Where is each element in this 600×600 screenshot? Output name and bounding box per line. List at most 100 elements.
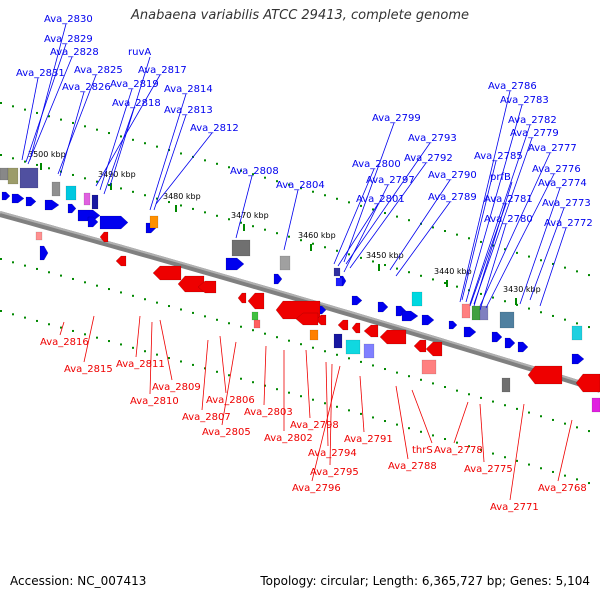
scale-dot-lower-far <box>228 374 230 377</box>
scale-dot-lower <box>564 422 566 425</box>
reverse-label-leader <box>263 345 267 406</box>
scale-dot-upper-far <box>108 132 110 135</box>
scale-dot-lower <box>108 288 110 291</box>
scale-dot-lower-far <box>216 370 218 373</box>
scale-dot-upper-far <box>540 259 542 262</box>
scale-dot-lower-far <box>240 377 242 380</box>
reverse-label-leader <box>557 419 573 482</box>
scale-dot-lower <box>492 400 494 403</box>
scale-dot-upper <box>564 318 566 321</box>
feature-block <box>253 319 261 329</box>
feature-block <box>411 291 423 307</box>
scale-label: 3430 kbp <box>503 285 541 294</box>
forward-gene-arrow <box>401 310 419 322</box>
forward-gene-label: ruvA <box>128 47 151 58</box>
accession-text: Accession: NC_007413 <box>10 574 147 588</box>
reverse-label-leader <box>201 339 209 411</box>
forward-label-leader <box>109 56 151 187</box>
scale-dot-lower-far <box>528 463 530 466</box>
feature-block <box>333 333 343 349</box>
forward-label-leader <box>149 93 187 211</box>
scale-dot-lower <box>240 325 242 328</box>
reverse-label-leader <box>479 403 485 463</box>
scale-dot-lower-far <box>540 467 542 470</box>
feature-block <box>499 311 515 329</box>
forward-label-leader <box>343 184 389 273</box>
scale-dot-lower <box>144 298 146 301</box>
scale-dot-lower <box>360 360 362 363</box>
scale-dot-lower <box>192 311 194 314</box>
scale-dot-upper-far <box>516 251 518 254</box>
scale-dot-lower-far <box>396 423 398 426</box>
forward-gene-label: Ava_2808 <box>230 166 279 177</box>
forward-label-leader <box>29 23 67 161</box>
scale-dot-lower-far <box>0 310 2 312</box>
forward-gene-label: Ava_2779 <box>510 128 559 139</box>
scale-dot-upper-far <box>348 201 350 204</box>
scale-dot-lower <box>348 357 350 360</box>
scale-tick <box>446 280 448 287</box>
scale-dot-upper-far <box>360 204 362 207</box>
scale-dot-upper-far <box>300 187 302 190</box>
forward-gene-label: Ava_2785 <box>474 151 523 162</box>
forward-gene-label: Ava_2818 <box>112 98 161 109</box>
forward-gene-label: Ava_2792 <box>404 153 453 164</box>
reverse-gene-label: Ava_2802 <box>264 433 313 444</box>
scale-dot-upper <box>312 242 314 245</box>
scale-dot-lower-far <box>12 313 14 316</box>
scale-dot-upper-far <box>528 255 530 258</box>
scale-dot-lower-far <box>96 336 98 339</box>
scale-label: 3450 kbp <box>366 251 404 260</box>
scale-dot-upper-far <box>216 162 218 165</box>
forward-gene-label: Ava_2790 <box>428 170 477 181</box>
feature-block <box>571 325 583 341</box>
scale-dot-upper-far <box>588 274 590 277</box>
scale-dot-lower-far <box>504 456 506 459</box>
scale-dot-lower <box>216 318 218 321</box>
reverse-gene-label: thrS <box>412 445 433 456</box>
scale-dot-upper-far <box>36 111 38 114</box>
scale-dot-upper-far <box>324 194 326 197</box>
reverse-gene-label: Ava_2798 <box>290 420 339 431</box>
scale-dot-lower-far <box>180 360 182 363</box>
scale-dot-upper <box>420 274 422 277</box>
scale-dot-upper-far <box>372 208 374 211</box>
forward-gene-arrow <box>25 196 37 207</box>
scale-dot-upper-far <box>204 159 206 162</box>
scale-dot-lower-far <box>444 438 446 441</box>
scale-dot-lower-far <box>420 430 422 433</box>
scale-dot-lower <box>228 322 230 325</box>
scale-dot-lower-far <box>384 420 386 423</box>
scale-dot-lower-far <box>480 448 482 451</box>
scale-dot-lower <box>180 308 182 311</box>
reverse-gene-label: Ava_2811 <box>116 359 165 370</box>
scale-dot-upper <box>72 173 74 176</box>
scale-dot-upper <box>204 211 206 214</box>
scale-dot-upper <box>0 154 2 156</box>
scale-dot-lower-far <box>156 353 158 356</box>
feature-block <box>19 167 39 189</box>
scale-dot-lower-far <box>72 329 74 332</box>
forward-label-leader <box>333 168 375 265</box>
scale-dot-upper <box>228 218 230 221</box>
scale-dot-upper-far <box>432 226 434 229</box>
scale-dot-lower <box>432 382 434 385</box>
forward-gene-arrow <box>504 337 516 349</box>
scale-dot-lower-far <box>552 470 554 473</box>
scale-dot-upper-far <box>408 219 410 222</box>
scale-dot-lower <box>588 430 590 433</box>
reverse-label-leader <box>311 365 341 482</box>
reverse-gene-label: Ava_2771 <box>490 502 539 513</box>
scale-dot-lower-far <box>588 482 590 485</box>
reverse-label-leader <box>509 403 525 501</box>
scale-dot-lower <box>300 343 302 346</box>
scale-dot-lower <box>24 264 26 267</box>
forward-label-leader <box>459 90 511 303</box>
scale-dot-lower <box>156 301 158 304</box>
forward-gene-arrow <box>571 353 585 365</box>
feature-block <box>91 194 99 210</box>
scale-dot-upper-far <box>144 142 146 145</box>
forward-gene-arrow <box>273 273 283 285</box>
feature-block <box>309 329 319 341</box>
scale-dot-upper <box>168 201 170 204</box>
